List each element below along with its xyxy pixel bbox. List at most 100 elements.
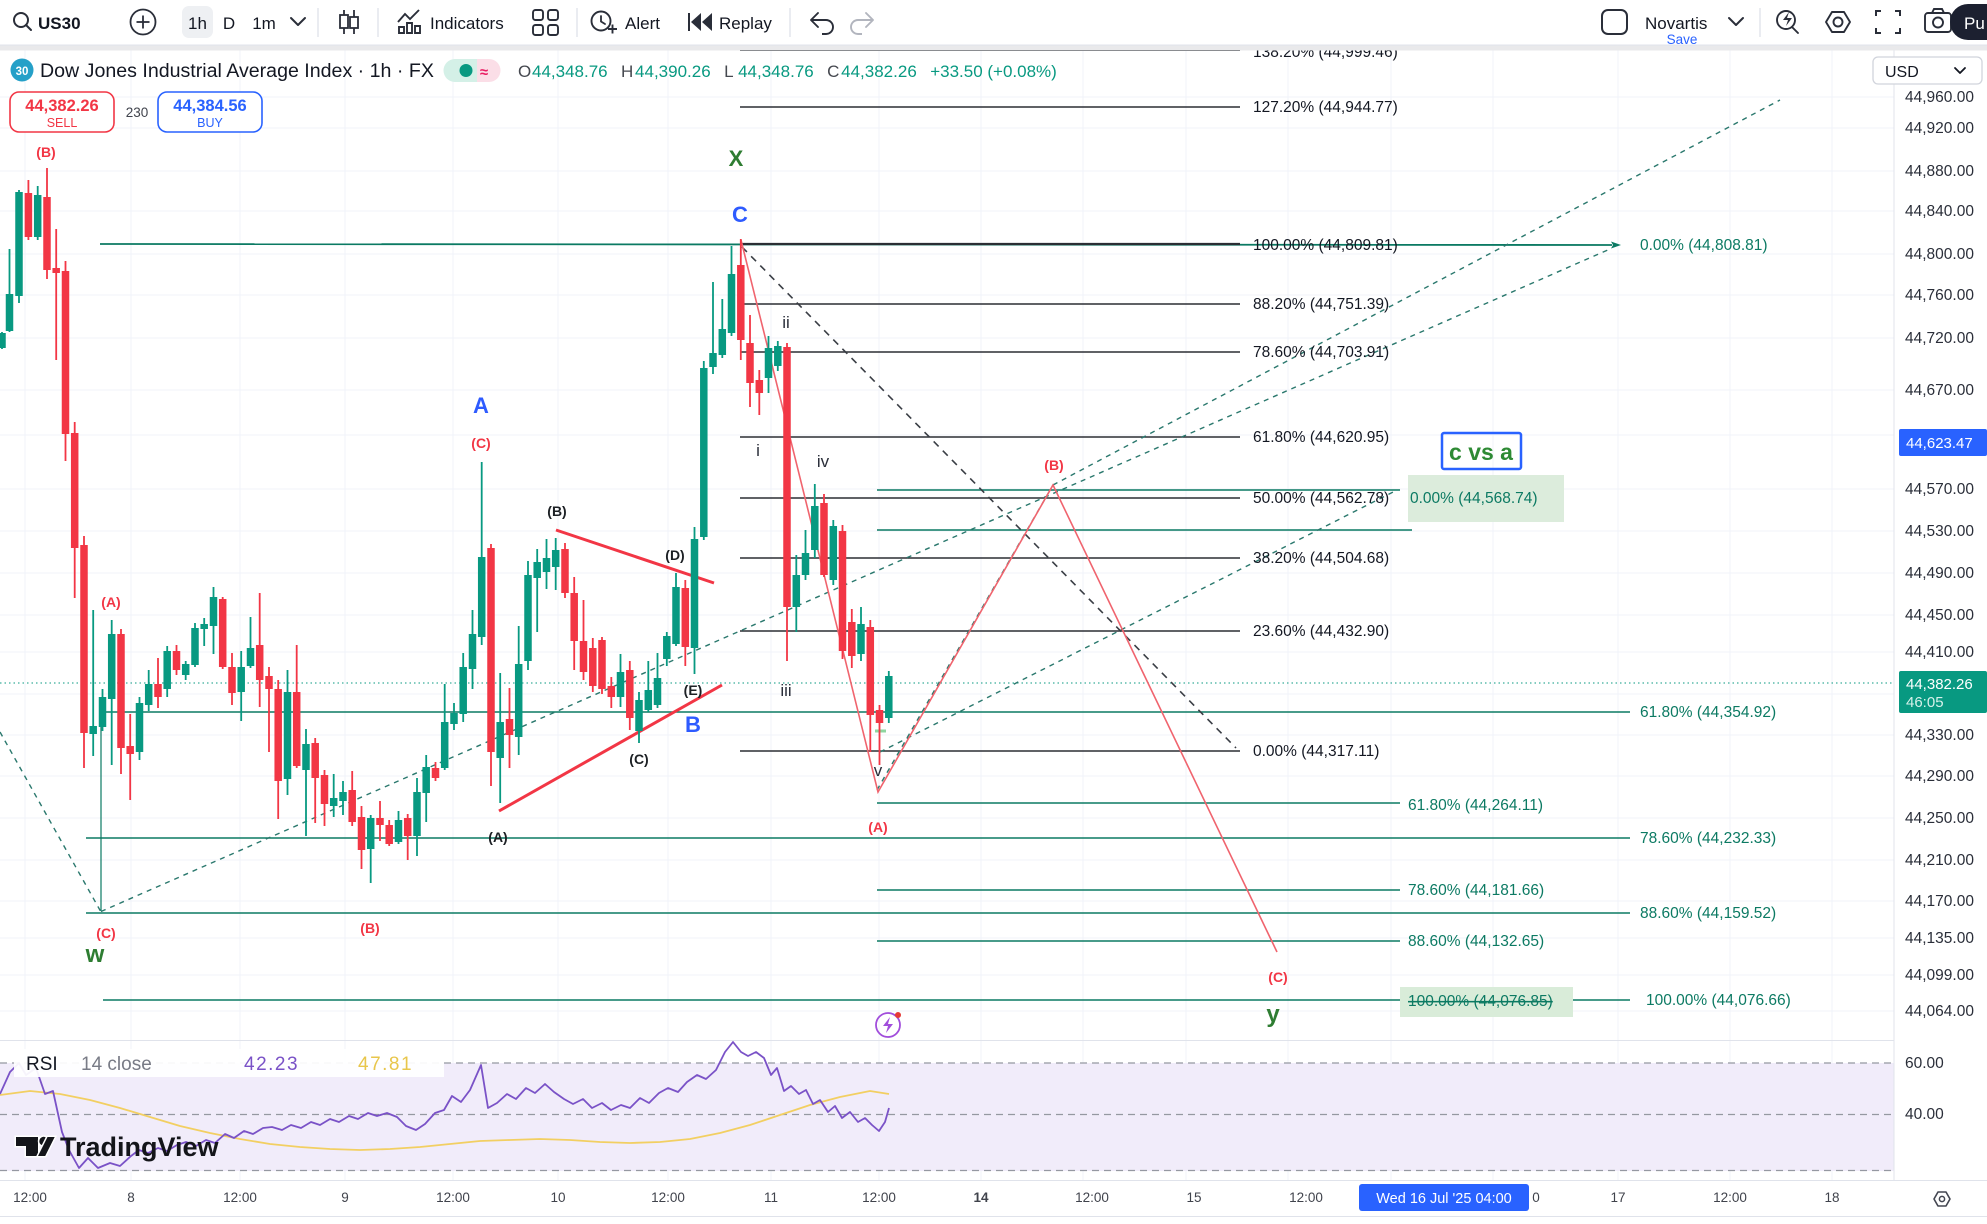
svg-text:H: H [621, 62, 633, 81]
svg-text:1m: 1m [252, 14, 276, 33]
svg-text:61.80% (44,354.92): 61.80% (44,354.92) [1640, 704, 1776, 721]
svg-text:44,290.00: 44,290.00 [1905, 768, 1974, 785]
svg-text:USD: USD [1885, 64, 1919, 81]
svg-text:50.00% (44,562.78): 50.00% (44,562.78) [1253, 490, 1389, 507]
svg-text:60.00: 60.00 [1905, 1055, 1944, 1072]
svg-text:40.00: 40.00 [1905, 1106, 1944, 1123]
svg-text:Dow Jones Industrial Average I: Dow Jones Industrial Average Index · 1h … [40, 60, 434, 82]
svg-text:(E): (E) [684, 682, 703, 698]
svg-text:44,410.00: 44,410.00 [1905, 644, 1974, 661]
svg-text:44,530.00: 44,530.00 [1905, 523, 1974, 540]
svg-text:44,960.00: 44,960.00 [1905, 89, 1974, 106]
svg-text:y: y [1266, 1001, 1280, 1028]
svg-text:12:00: 12:00 [862, 1190, 896, 1205]
svg-text:10: 10 [550, 1190, 565, 1205]
svg-text:C: C [732, 202, 748, 227]
svg-text:44,920.00: 44,920.00 [1905, 120, 1974, 137]
svg-text:9: 9 [341, 1190, 349, 1205]
svg-text:A: A [473, 393, 489, 418]
svg-text:0.00% (44,808.81): 0.00% (44,808.81) [1640, 237, 1768, 254]
svg-text:14: 14 [973, 1190, 989, 1205]
svg-text:iv: iv [817, 452, 830, 471]
svg-text:61.80% (44,620.95): 61.80% (44,620.95) [1253, 429, 1389, 446]
svg-text:(B): (B) [547, 503, 566, 519]
svg-text:12:00: 12:00 [1289, 1190, 1323, 1205]
svg-text:12:00: 12:00 [13, 1190, 47, 1205]
svg-text:44,720.00: 44,720.00 [1905, 330, 1974, 347]
svg-text:100.00% (44,076.85): 100.00% (44,076.85) [1408, 993, 1553, 1010]
svg-text:88.20% (44,751.39): 88.20% (44,751.39) [1253, 296, 1389, 313]
svg-text:SELL: SELL [47, 116, 78, 130]
svg-text:12:00: 12:00 [651, 1190, 685, 1205]
svg-text:44,390.26: 44,390.26 [635, 62, 711, 81]
svg-text:44,330.00: 44,330.00 [1905, 727, 1974, 744]
svg-text:230: 230 [126, 105, 149, 120]
svg-text:44,382.26: 44,382.26 [25, 97, 98, 115]
svg-text:iii: iii [780, 681, 791, 700]
svg-text:100.00% (44,076.66): 100.00% (44,076.66) [1646, 992, 1791, 1009]
svg-text:0: 0 [1532, 1190, 1540, 1205]
svg-text:Save: Save [1667, 32, 1698, 47]
svg-text:38.20% (44,504.68): 38.20% (44,504.68) [1253, 550, 1389, 567]
svg-text:44,670.00: 44,670.00 [1905, 382, 1974, 399]
svg-text:(C): (C) [96, 925, 115, 941]
svg-text:47.81: 47.81 [358, 1054, 413, 1075]
svg-text:Wed 16 Jul '25 04:00: Wed 16 Jul '25 04:00 [1376, 1191, 1512, 1207]
svg-text:+33.50 (+0.08%): +33.50 (+0.08%) [930, 62, 1057, 81]
svg-text:61.80% (44,264.11): 61.80% (44,264.11) [1408, 797, 1543, 814]
svg-text:RSI: RSI [26, 1054, 58, 1075]
svg-text:≈: ≈ [480, 64, 488, 81]
svg-text:14 close: 14 close [81, 1054, 152, 1075]
svg-text:Indicators: Indicators [430, 14, 504, 33]
svg-text:44,570.00: 44,570.00 [1905, 481, 1974, 498]
svg-text:12:00: 12:00 [223, 1190, 257, 1205]
svg-text:w: w [85, 941, 105, 968]
svg-text:0.00% (44,317.11): 0.00% (44,317.11) [1253, 743, 1379, 760]
svg-text:78.60% (44,703.91): 78.60% (44,703.91) [1253, 344, 1389, 361]
svg-text:44,760.00: 44,760.00 [1905, 287, 1974, 304]
svg-text:BUY: BUY [197, 116, 223, 130]
svg-text:X: X [729, 146, 744, 171]
svg-text:(C): (C) [471, 435, 490, 451]
svg-text:88.60% (44,132.65): 88.60% (44,132.65) [1408, 933, 1544, 950]
svg-text:44,064.00: 44,064.00 [1905, 1003, 1974, 1020]
svg-text:44,210.00: 44,210.00 [1905, 852, 1974, 869]
svg-text:Replay: Replay [719, 14, 772, 33]
svg-text:i: i [756, 441, 760, 460]
svg-text:44,623.47: 44,623.47 [1906, 435, 1973, 452]
svg-text:44,348.76: 44,348.76 [532, 62, 608, 81]
svg-text:44,490.00: 44,490.00 [1905, 565, 1974, 582]
svg-text:C: C [827, 62, 839, 81]
svg-text:44,382.26: 44,382.26 [1906, 676, 1973, 693]
svg-text:30: 30 [16, 66, 29, 78]
svg-text:12:00: 12:00 [1713, 1190, 1747, 1205]
svg-text:44,384.56: 44,384.56 [173, 97, 246, 115]
svg-text:42.23: 42.23 [244, 1054, 299, 1075]
svg-text:44,800.00: 44,800.00 [1905, 246, 1974, 263]
svg-text:0.00% (44,568.74): 0.00% (44,568.74) [1410, 490, 1538, 507]
svg-text:88.60% (44,159.52): 88.60% (44,159.52) [1640, 905, 1776, 922]
svg-text:(D): (D) [665, 547, 684, 563]
svg-text:Pu: Pu [1964, 14, 1985, 33]
svg-text:TradingView: TradingView [60, 1132, 220, 1162]
svg-text:(B): (B) [360, 920, 379, 936]
svg-text:44,880.00: 44,880.00 [1905, 163, 1974, 180]
svg-text:(B): (B) [1044, 457, 1063, 473]
svg-text:(B): (B) [36, 144, 55, 160]
svg-text:1h: 1h [188, 14, 207, 33]
svg-text:44,382.26: 44,382.26 [841, 62, 917, 81]
svg-text:(C): (C) [1268, 969, 1287, 985]
svg-text:44,135.00: 44,135.00 [1905, 930, 1974, 947]
svg-text:15: 15 [1186, 1190, 1201, 1205]
svg-text:B: B [685, 712, 701, 737]
svg-text:(A): (A) [488, 829, 507, 845]
svg-text:44,450.00: 44,450.00 [1905, 607, 1974, 624]
svg-text:44,348.76: 44,348.76 [738, 62, 814, 81]
svg-text:L: L [724, 62, 733, 81]
svg-text:17: 17 [1610, 1190, 1625, 1205]
svg-text:44,099.00: 44,099.00 [1905, 967, 1974, 984]
svg-text:44,840.00: 44,840.00 [1905, 203, 1974, 220]
svg-text:c vs a: c vs a [1449, 439, 1513, 465]
svg-text:8: 8 [127, 1190, 135, 1205]
svg-text:11: 11 [764, 1190, 778, 1205]
